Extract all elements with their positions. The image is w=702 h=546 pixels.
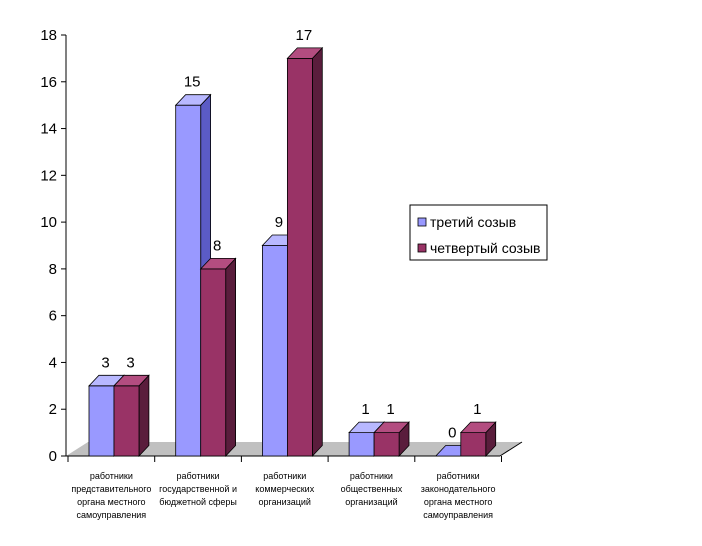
- x-category-label: работники общественных организаций: [326, 470, 416, 509]
- bar: [113, 374, 150, 458]
- bar: [174, 93, 212, 458]
- x-category-label-line: общественных: [340, 484, 403, 494]
- data-label: 1: [386, 401, 394, 418]
- y-tick-label: 0: [49, 448, 57, 465]
- x-category-label-line: представительного: [71, 484, 152, 494]
- y-tick-label: 8: [49, 261, 57, 278]
- data-label: 1: [361, 401, 369, 418]
- x-category-label: работники государственной и бюджетной сфер…: [153, 470, 243, 509]
- x-category-label-line: самоуправления: [76, 510, 147, 520]
- legend-box: [409, 204, 548, 261]
- data-label: 8: [213, 237, 221, 254]
- data-label: 1: [473, 401, 481, 418]
- bar: [373, 421, 410, 458]
- y-tick-label: 16: [40, 74, 57, 91]
- x-category-label: работники представительного органа местног…: [66, 470, 156, 522]
- x-axis-depth-edge: [499, 441, 523, 457]
- y-tick-label: 14: [40, 121, 57, 138]
- x-category-label-line: органа местного: [77, 497, 146, 507]
- data-label: 3: [101, 354, 109, 371]
- y-tick-label: 4: [49, 354, 57, 371]
- legend-swatch: [417, 243, 427, 253]
- data-label: 3: [126, 354, 134, 371]
- bar: [286, 46, 324, 458]
- x-category-label: работники законодательного органа местного…: [413, 470, 503, 522]
- x-category-label-line: работники: [176, 471, 220, 481]
- data-label: 15: [184, 74, 201, 91]
- y-tick-label: 6: [49, 308, 57, 325]
- y-tick-label: 12: [40, 167, 57, 184]
- x-category-label-line: организаций: [345, 497, 398, 507]
- legend-swatch: [417, 217, 427, 227]
- x-category-label-line: законодательного: [420, 484, 496, 494]
- x-category-label: работники коммерческих организаций: [240, 470, 330, 509]
- x-category-label-line: работники: [263, 471, 307, 481]
- data-label: 17: [296, 27, 313, 44]
- x-category-label-line: работники: [349, 471, 393, 481]
- bar: [199, 257, 237, 458]
- x-category-label-line: работники: [89, 471, 133, 481]
- x-category-label-line: органа местного: [423, 497, 493, 507]
- x-category-label-line: коммерческих: [255, 484, 315, 494]
- x-category-label-line: работники: [436, 471, 480, 481]
- bar: [459, 421, 497, 458]
- x-category-label-line: государственной и: [159, 484, 237, 494]
- data-label: 0: [448, 425, 456, 442]
- legend-label: четвертый созыв: [430, 240, 540, 256]
- y-tick-label: 2: [49, 401, 57, 418]
- y-tick-label: 18: [40, 27, 57, 44]
- y-tick-label: 10: [40, 214, 57, 231]
- x-category-label-line: бюджетной сферы: [159, 497, 237, 507]
- legend-label: третий созыв: [430, 214, 516, 230]
- x-category-label-line: самоуправления: [423, 510, 493, 520]
- legend: третий созыв четвертый созыв: [409, 204, 548, 261]
- data-label: 9: [275, 214, 283, 231]
- x-category-label-line: организаций: [258, 497, 311, 507]
